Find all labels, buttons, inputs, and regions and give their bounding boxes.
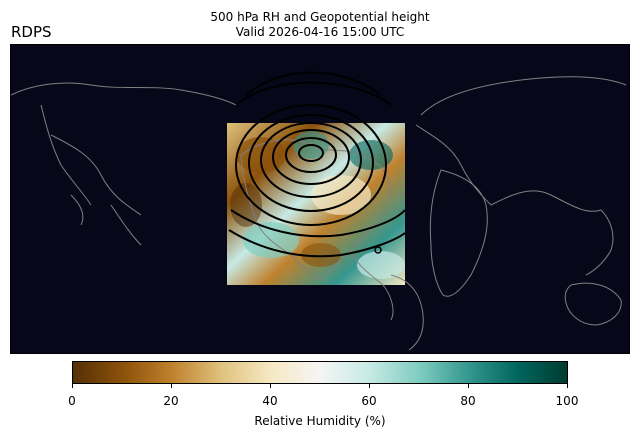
plot-title-line2: Valid 2026-04-16 15:00 UTC — [235, 25, 405, 39]
colorbar-tick-label: 0 — [68, 394, 76, 408]
colorbar-tick — [567, 384, 568, 388]
colorbar-tick-label: 100 — [555, 394, 579, 408]
colorbar-tick — [270, 384, 271, 388]
plot-title-line1: 500 hPa RH and Geopotential height — [210, 10, 430, 24]
colorbar-tick-label: 60 — [361, 394, 377, 408]
colorbar-tick-label: 40 — [262, 394, 278, 408]
colorbar-tick — [369, 384, 370, 388]
colorbar — [72, 361, 568, 384]
colorbar-tick-label: 20 — [163, 394, 179, 408]
colorbar-tick — [171, 384, 172, 388]
colorbar-title: Relative Humidity (%) — [254, 414, 386, 428]
map-panel — [10, 44, 630, 354]
map-svg — [11, 71, 627, 351]
colorbar-tick — [72, 384, 73, 388]
colorbar-tick — [468, 384, 469, 388]
rh-field — [227, 123, 405, 285]
height-contours — [228, 71, 406, 258]
model-label: RDPS — [11, 23, 52, 41]
coastlines — [11, 76, 627, 351]
colorbar-tick-label: 80 — [460, 394, 476, 408]
